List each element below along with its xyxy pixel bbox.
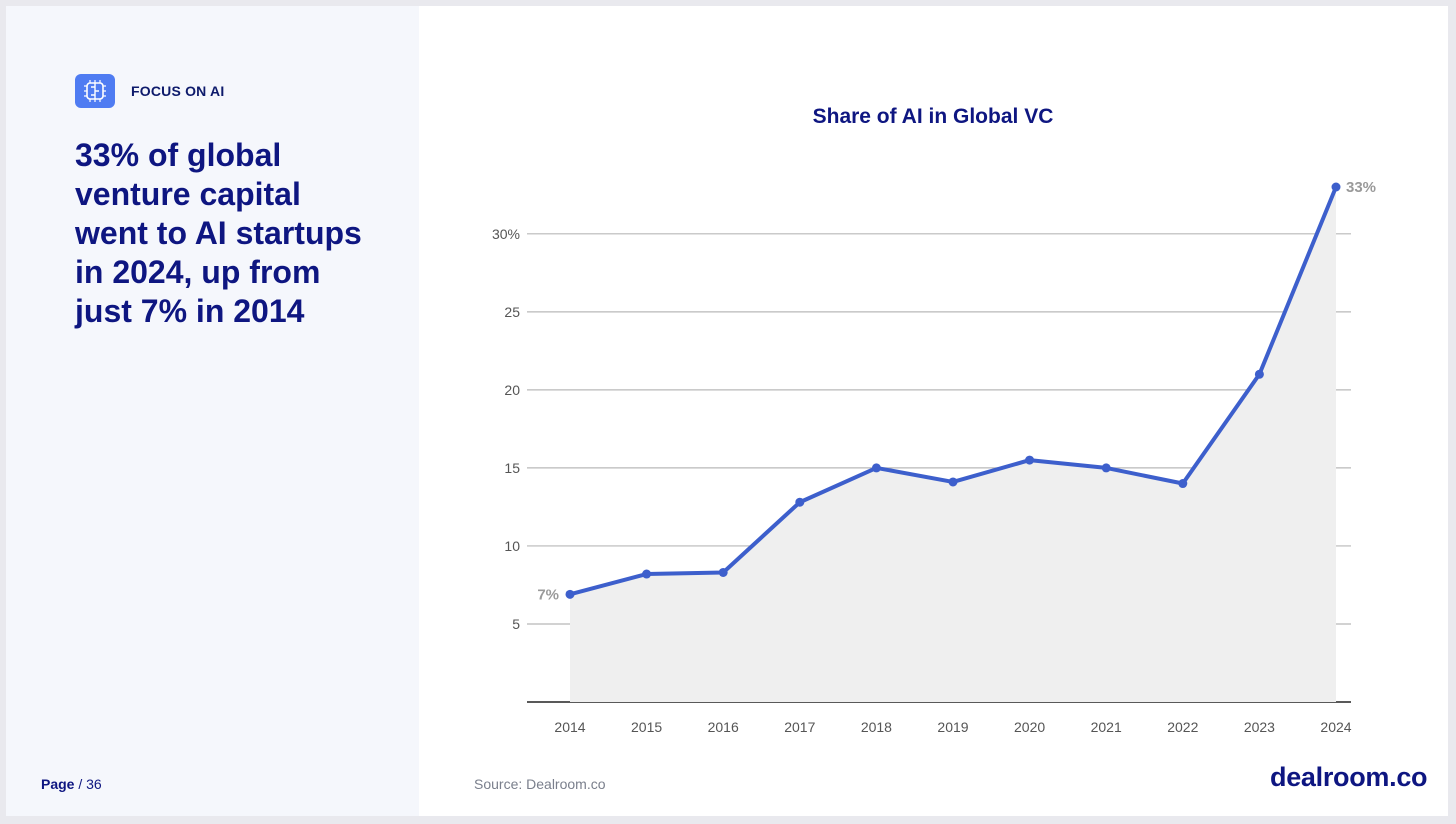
y-tick-label: 20 — [504, 382, 520, 398]
data-point — [1178, 479, 1188, 489]
headline: 33% of global venture capital went to AI… — [75, 137, 362, 329]
y-tick-label: 10 — [504, 538, 520, 554]
x-tick-label: 2015 — [631, 719, 662, 735]
chart-title: Share of AI in Global VC — [813, 105, 1054, 128]
x-tick-label: 2018 — [861, 719, 892, 735]
data-point — [1254, 369, 1264, 379]
x-tick-label: 2014 — [554, 719, 585, 735]
chart-data-labels: 7% 33% — [537, 179, 1376, 603]
chart: Share of AI in Global VC 5 10 15 20 25 30% 20… — [492, 105, 1376, 735]
x-tick-label: 2020 — [1014, 719, 1045, 735]
data-point — [718, 567, 728, 577]
x-tick-label: 2017 — [784, 719, 815, 735]
series-area — [570, 187, 1336, 702]
x-tick-label: 2024 — [1320, 719, 1351, 735]
x-tick-label: 2021 — [1091, 719, 1122, 735]
y-tick-label: 25 — [504, 304, 520, 320]
data-point — [795, 497, 805, 507]
chart-y-ticks: 5 10 15 20 25 30% — [492, 226, 520, 632]
data-point — [1025, 455, 1035, 465]
y-tick-label: 30% — [492, 226, 520, 242]
data-point — [565, 589, 575, 599]
page-count: / 36 — [78, 776, 102, 792]
x-tick-label: 2016 — [708, 719, 739, 735]
x-tick-label: 2022 — [1167, 719, 1198, 735]
data-point — [948, 477, 958, 487]
page-indicator: Page / 36 — [41, 776, 102, 792]
brand-logo[interactable]: dealroom.co — [1270, 762, 1428, 792]
section-tag-label: FOCUS ON AI — [131, 83, 225, 99]
ai-chip-icon — [75, 74, 115, 108]
data-point — [1331, 182, 1341, 192]
chart-x-ticks: 2014 2015 2016 2017 2018 2019 2020 2021 2022 2023… — [554, 719, 1351, 735]
x-tick-label: 2019 — [937, 719, 968, 735]
data-point — [871, 463, 881, 473]
x-tick-label: 2023 — [1244, 719, 1275, 735]
slide: FOCUS ON AI 33% of global venture capita… — [6, 6, 1448, 816]
left-panel: FOCUS ON AI 33% of global venture capita… — [6, 6, 419, 816]
source-note: Source: Dealroom.co — [474, 776, 606, 792]
y-tick-label: 15 — [504, 460, 520, 476]
chart-area-group — [569, 186, 1338, 702]
section-tag: FOCUS ON AI — [75, 74, 224, 108]
page-label: Page — [41, 776, 75, 792]
data-label: 7% — [537, 586, 559, 603]
data-point — [642, 569, 652, 579]
y-tick-label: 5 — [512, 616, 520, 632]
data-label: 33% — [1346, 179, 1376, 196]
data-point — [1101, 463, 1111, 473]
chart-points — [565, 182, 1341, 599]
